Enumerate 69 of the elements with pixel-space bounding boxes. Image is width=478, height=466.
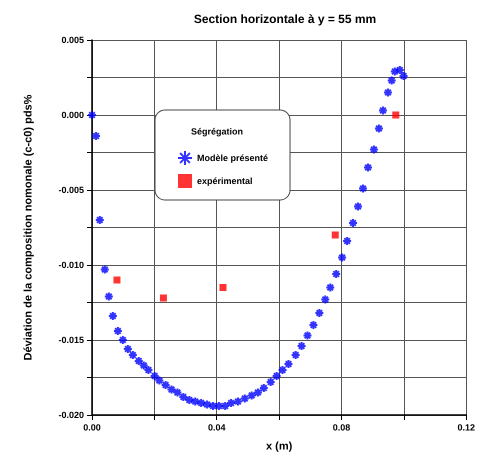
point	[232, 396, 243, 406]
point	[108, 311, 118, 321]
point	[331, 269, 342, 279]
point	[113, 276, 120, 284]
point	[378, 106, 388, 116]
point	[178, 392, 188, 402]
point	[94, 215, 105, 225]
point	[104, 292, 114, 302]
point	[196, 398, 206, 408]
point	[134, 356, 144, 366]
point	[219, 284, 226, 291]
y-tick-label: 0.000	[61, 110, 84, 120]
point	[208, 401, 218, 411]
point	[91, 131, 102, 141]
point	[374, 124, 384, 134]
legend-title: Ségrégation	[191, 126, 244, 136]
legend-label: expérimental	[197, 176, 253, 186]
y-tick-label: -0.020	[58, 410, 84, 420]
x-tick-label: 0.04	[208, 422, 226, 432]
point	[325, 282, 336, 292]
point	[394, 65, 405, 75]
point	[246, 390, 257, 400]
point	[150, 371, 160, 381]
point	[308, 320, 318, 330]
chart-title: Section horizontale à y = 55 mm	[194, 12, 376, 26]
point	[337, 252, 348, 262]
point	[348, 218, 358, 228]
point	[128, 350, 138, 360]
point	[332, 232, 339, 238]
point	[320, 294, 330, 304]
y-tick-label: -0.005	[58, 185, 84, 195]
legend-label: Modèle présenté	[197, 153, 268, 163]
point	[302, 330, 312, 340]
y-tick-label: -0.010	[58, 260, 84, 270]
x-tick-label: 0.08	[332, 422, 350, 432]
x-axis-title: x (m)	[266, 440, 293, 452]
x-tick-label: 0.00	[83, 422, 101, 432]
point	[100, 264, 110, 274]
point	[342, 236, 352, 246]
point	[160, 380, 171, 390]
point	[353, 202, 364, 212]
point	[138, 360, 149, 370]
point	[382, 88, 393, 98]
point	[154, 376, 164, 386]
point	[172, 388, 182, 398]
point	[226, 398, 236, 408]
point	[160, 294, 167, 302]
point	[240, 394, 250, 404]
y-tick-label: -0.015	[58, 335, 84, 345]
point	[358, 184, 368, 194]
point	[368, 144, 379, 154]
point	[87, 110, 97, 120]
point	[122, 344, 133, 354]
y-tick-label: 0.005	[61, 35, 84, 45]
point	[398, 71, 409, 81]
x-tick-label: 0.12	[457, 422, 476, 432]
point	[220, 401, 230, 411]
point	[112, 326, 123, 336]
point	[118, 335, 128, 345]
point	[184, 395, 194, 405]
y-axis-title: Déviation de la composition nomonale (c-c0) pds%	[22, 94, 34, 360]
point	[214, 401, 224, 411]
point	[166, 384, 177, 394]
point	[363, 162, 374, 172]
point	[314, 308, 324, 318]
point	[190, 396, 200, 406]
point	[392, 112, 400, 118]
point	[202, 400, 212, 410]
point	[143, 365, 154, 375]
